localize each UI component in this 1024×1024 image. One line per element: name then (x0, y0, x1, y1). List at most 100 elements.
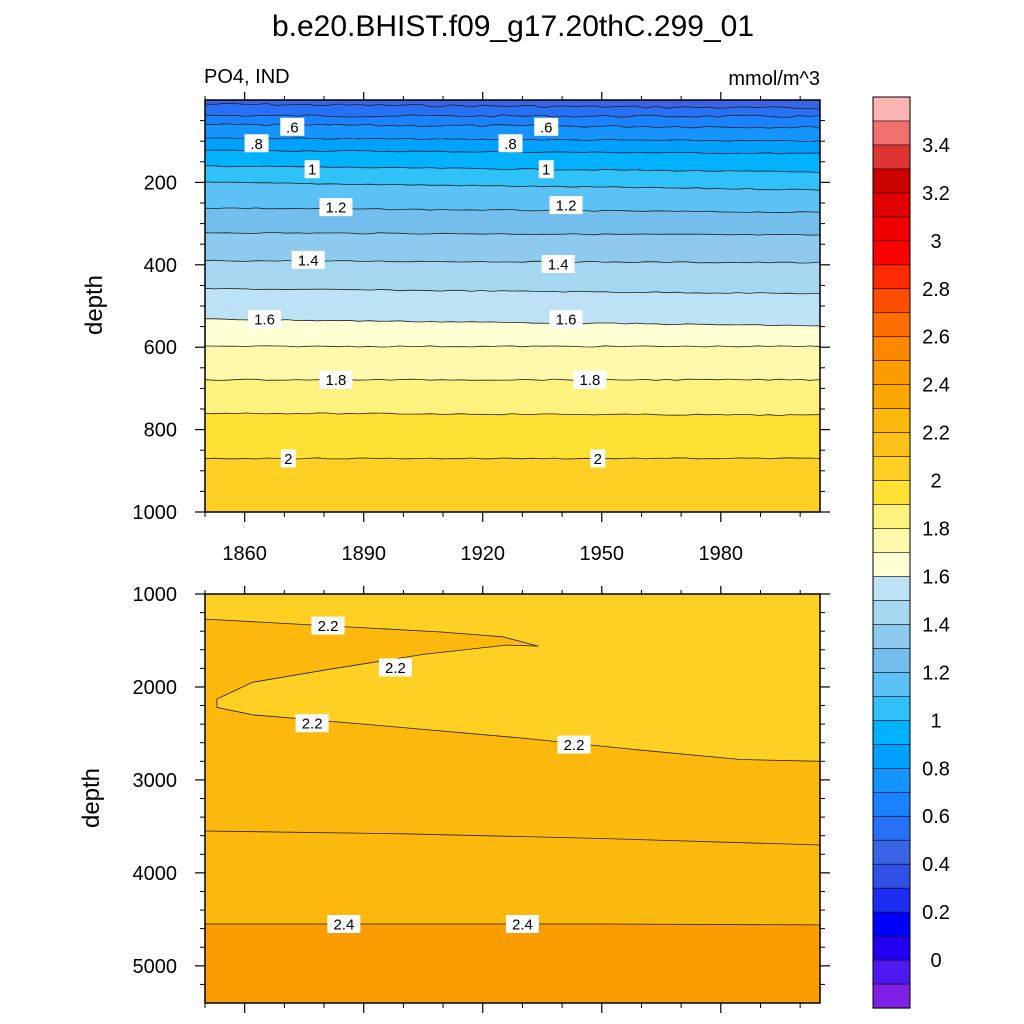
contour-label-text: 1 (542, 162, 550, 179)
colorbar-swatch (872, 144, 911, 170)
contour-label: 2.4 (505, 914, 539, 933)
upper-panel-contours (205, 102, 820, 460)
contour-label: 2.2 (557, 735, 591, 754)
contour-label: 2.4 (327, 914, 361, 933)
colorbar-swatch (872, 528, 911, 554)
colorbar-swatch (872, 839, 911, 865)
colorbar: 3.4 3.2 3 2.8 2.6 2.4 2.2 2 1.8 1.6 1.4 1.2 1 0.8 0.6 0… (872, 96, 950, 1009)
contour-line (205, 923, 820, 926)
contour-label: .6 (280, 117, 305, 136)
y-tick-label: 3000 (133, 770, 178, 792)
upper-panel-axes: 1860 1890 1920 1950 1980 200 400 600 800 1000 (133, 92, 830, 565)
x-tick-label: 1980 (699, 543, 744, 565)
colorbar-tick-label: 0.6 (922, 806, 950, 828)
units-label: mmol/m^3 (728, 68, 820, 90)
colorbar-swatch (872, 696, 911, 721)
colorbar-tick-label: 2 (930, 471, 941, 493)
contour-label-text: 2.2 (564, 737, 585, 754)
contour-line (205, 232, 820, 236)
contour-label-text: 2.4 (512, 916, 533, 933)
contour-label-text: 1.2 (556, 198, 577, 215)
contour-label-text: 1.2 (326, 200, 347, 217)
contour-label-text: 1.6 (254, 312, 275, 329)
contour-line (205, 102, 820, 110)
colorbar-swatch (872, 672, 911, 697)
contour-label-text: 2.2 (302, 716, 323, 733)
colorbar-swatch (872, 887, 911, 913)
contour-label-text: 2.4 (333, 916, 354, 933)
colorbar-swatch (872, 552, 911, 578)
contour-line (205, 457, 820, 460)
y-tick-label: 400 (144, 255, 177, 277)
contour-label: .8 (244, 134, 269, 153)
contour-line (205, 830, 820, 846)
colorbar-swatch (872, 959, 911, 985)
y-tick-label: 800 (144, 420, 177, 442)
contour-label: 2 (280, 449, 296, 468)
colorbar-tick-label: 3.4 (922, 135, 950, 157)
colorbar-swatch (872, 312, 911, 338)
colorbar-swatch (872, 384, 911, 410)
contour-label-text: 1.4 (298, 252, 319, 269)
x-tick-label: 1890 (341, 543, 386, 565)
colorbar-swatch (872, 911, 911, 937)
y-tick-label: 1000 (133, 502, 178, 524)
contour-label: 1.6 (248, 310, 282, 329)
upper-panel-contour-labels: .6 .6 .8 .8 1 1 1.2 1.2 1.4 1.4 1.6 1.6 1.8 1.8 2 2 (244, 117, 607, 468)
y-tick-label: 600 (144, 337, 177, 359)
colorbar-tick-label: 1.2 (922, 662, 950, 684)
contour-line (205, 114, 820, 118)
colorbar-tick-label: 0.8 (922, 758, 950, 780)
lower-fill-region (205, 594, 820, 762)
colorbar-tick-label: 2.8 (922, 279, 950, 301)
contour-label: 2.2 (378, 658, 412, 677)
colorbar-swatch (872, 576, 911, 602)
colorbar-tick-label: 1.6 (922, 566, 950, 588)
contour-label-text: 2 (594, 451, 602, 468)
colorbar-swatch (872, 96, 911, 122)
variable-label: PO4, IND (204, 66, 290, 88)
lower-panel-axes: 1000 2000 3000 4000 5000 (133, 584, 830, 1013)
y-tick-label: 5000 (133, 956, 178, 978)
contour-line (205, 345, 820, 348)
x-tick-label: 1950 (580, 543, 625, 565)
colorbar-swatch (872, 192, 911, 218)
contour-label-text: .8 (504, 136, 517, 153)
contour-line (205, 378, 820, 381)
colorbar-tick-label: 2.4 (922, 375, 950, 397)
colorbar-swatch (872, 216, 911, 242)
contour-label: 1.4 (541, 254, 575, 273)
contour-label-text: 1.8 (326, 372, 347, 389)
lower-fill-region (205, 619, 539, 708)
colorbar-tick-label: 3.2 (922, 183, 950, 205)
colorbar-frame (872, 96, 911, 1009)
figure-title: b.e20.BHIST.f09_g17.20thC.299_01 (272, 10, 754, 43)
colorbar-swatch (872, 408, 911, 434)
colorbar-tick-label: 3 (930, 231, 941, 253)
colorbar-tick-label: 1.8 (922, 519, 950, 541)
contour-label: 1.6 (549, 310, 583, 329)
colorbar-swatch (872, 624, 911, 649)
colorbar-tick-label: 0.4 (922, 854, 950, 876)
colorbar-swatch (872, 432, 911, 458)
colorbar-tick-label: 1.4 (922, 614, 950, 636)
colorbar-swatch (872, 935, 911, 961)
y-tick-label: 200 (144, 172, 177, 194)
colorbar-swatch (872, 743, 911, 769)
contour-label-text: 1.4 (548, 256, 569, 273)
contour-label: 2.2 (311, 616, 345, 635)
colorbar-swatch (872, 863, 911, 889)
lower-panel-fill (205, 594, 820, 1003)
x-tick-label: 1920 (460, 543, 505, 565)
contour-label: 1.8 (573, 370, 607, 389)
y-tick-label: 1000 (133, 584, 178, 606)
colorbar-swatch (872, 456, 911, 482)
contour-label-text: 2.2 (385, 660, 406, 677)
colorbar-swatch (872, 288, 911, 314)
lower-panel-ylabel: depth (78, 768, 105, 828)
y-tick-label: 2000 (133, 677, 178, 699)
lower-panel-contour-labels: 2.2 2.2 2.2 2.2 2.4 2.4 (295, 616, 591, 933)
contour-label-text: 2 (284, 451, 292, 468)
contour-label: .6 (534, 117, 559, 136)
contour-line (205, 287, 820, 295)
